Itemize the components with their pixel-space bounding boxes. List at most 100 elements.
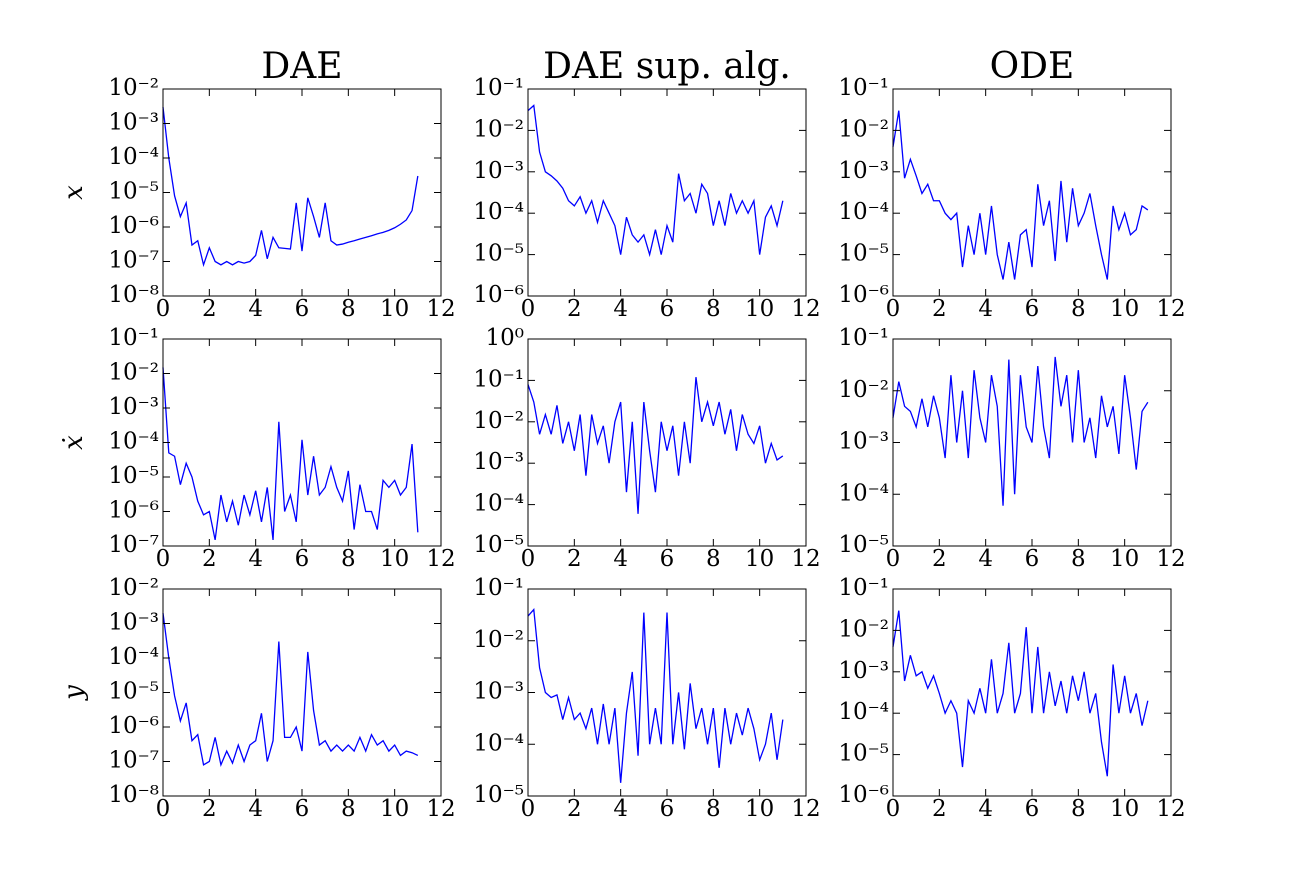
- x-tick-label: 8: [341, 796, 356, 822]
- y-tick-label: 10⁻²: [108, 575, 159, 601]
- y-tick-label: 10⁻³: [108, 610, 159, 636]
- x-tick-label: 8: [706, 796, 721, 822]
- y-tick-label: 10⁻⁶: [473, 282, 524, 308]
- y-tick-label: 10⁻⁴: [838, 480, 889, 506]
- y-tick-label: 10⁻¹: [838, 75, 889, 101]
- x-tick-label: 0: [886, 546, 901, 572]
- y-tick-label: 10⁻²: [473, 627, 524, 653]
- y-tick-label: 10⁻⁴: [108, 144, 159, 170]
- x-tick-label: 2: [567, 546, 582, 572]
- y-tick-label: 10⁻⁴: [473, 730, 524, 756]
- data-line: [162, 106, 419, 268]
- data-line: [527, 104, 784, 258]
- data-line: [892, 610, 1149, 777]
- subplot-title: ODE: [990, 46, 1075, 87]
- data-line: [162, 613, 419, 768]
- x-tick-label: 10: [745, 546, 774, 572]
- x-tick-label: 2: [202, 296, 217, 322]
- x-tick-label: 0: [156, 546, 171, 572]
- y-tick-label: 10⁻⁷: [108, 748, 159, 774]
- x-tick-label: 8: [706, 546, 721, 572]
- y-axis-label: x: [59, 185, 89, 200]
- y-tick-label: 10⁻⁶: [108, 213, 159, 239]
- x-tick-label: 4: [613, 796, 628, 822]
- x-tick-label: 4: [978, 796, 993, 822]
- y-tick-label: 10⁻³: [838, 658, 889, 684]
- x-tick-label: 10: [1110, 296, 1139, 322]
- x-tick-label: 2: [202, 546, 217, 572]
- y-tick-label: 10⁻⁵: [108, 179, 159, 205]
- x-tick-label: 12: [426, 796, 455, 822]
- x-tick-label: 8: [1071, 296, 1086, 322]
- x-tick-label: 8: [1071, 546, 1086, 572]
- x-tick-label: 6: [1025, 296, 1040, 322]
- plot-area: [528, 339, 806, 546]
- x-tick-label: 2: [932, 546, 947, 572]
- x-tick-label: 2: [932, 796, 947, 822]
- y-tick-label: 10⁻⁴: [108, 644, 159, 670]
- x-tick-label: 6: [1025, 546, 1040, 572]
- x-tick-label: 10: [745, 296, 774, 322]
- y-tick-label: 10⁻⁴: [108, 429, 159, 455]
- x-tick-label: 8: [706, 296, 721, 322]
- data-line: [892, 110, 1149, 280]
- x-tick-label: 2: [567, 796, 582, 822]
- y-tick-label: 10⁻⁷: [108, 248, 159, 274]
- x-tick-label: 0: [156, 796, 171, 822]
- subplot-title: DAE: [261, 46, 342, 87]
- y-tick-label: 10⁻⁸: [108, 282, 159, 308]
- y-tick-label: 10⁻⁵: [473, 532, 524, 558]
- y-tick-label: 10⁻¹: [838, 575, 889, 601]
- x-tick-label: 4: [613, 296, 628, 322]
- y-axis-label: y: [59, 685, 89, 701]
- x-tick-label: 6: [295, 796, 310, 822]
- y-tick-label: 10⁰: [486, 325, 525, 351]
- y-tick-label: 10⁻²: [838, 616, 889, 642]
- x-tick-label: 10: [1110, 546, 1139, 572]
- y-tick-label: 10⁻³: [473, 679, 524, 705]
- x-tick-label: 4: [978, 296, 993, 322]
- y-tick-label: 10⁻⁵: [838, 532, 889, 558]
- y-tick-label: 10⁻³: [108, 110, 159, 136]
- y-tick-label: 10⁻⁵: [108, 679, 159, 705]
- y-axis-label: ẋ: [59, 435, 89, 450]
- plot-area: [163, 89, 441, 296]
- x-tick-label: 0: [886, 796, 901, 822]
- y-tick-label: 10⁻³: [473, 158, 524, 184]
- x-tick-label: 12: [1156, 796, 1185, 822]
- y-tick-label: 10⁻⁶: [108, 713, 159, 739]
- x-tick-label: 4: [248, 546, 263, 572]
- x-tick-label: 12: [791, 796, 820, 822]
- y-tick-label: 10⁻²: [838, 377, 889, 403]
- x-tick-label: 12: [426, 546, 455, 572]
- y-tick-label: 10⁻⁴: [838, 199, 889, 225]
- y-tick-label: 10⁻⁴: [473, 491, 524, 517]
- data-line: [892, 356, 1149, 506]
- plot-area: [528, 89, 806, 296]
- data-line: [162, 367, 419, 541]
- x-tick-label: 12: [426, 296, 455, 322]
- y-tick-label: 10⁻²: [108, 360, 159, 386]
- y-tick-label: 10⁻⁵: [838, 741, 889, 767]
- x-tick-label: 0: [521, 546, 536, 572]
- y-tick-label: 10⁻²: [108, 75, 159, 101]
- y-tick-label: 10⁻¹: [838, 325, 889, 351]
- y-tick-label: 10⁻³: [108, 394, 159, 420]
- y-tick-label: 10⁻¹: [473, 75, 524, 101]
- x-tick-label: 12: [1156, 296, 1185, 322]
- x-tick-label: 4: [613, 546, 628, 572]
- y-tick-label: 10⁻²: [838, 116, 889, 142]
- y-tick-label: 10⁻²: [473, 116, 524, 142]
- y-tick-label: 10⁻⁸: [108, 782, 159, 808]
- x-tick-label: 2: [202, 796, 217, 822]
- x-tick-label: 4: [978, 546, 993, 572]
- x-tick-label: 12: [1156, 546, 1185, 572]
- x-tick-label: 6: [660, 796, 675, 822]
- x-tick-label: 12: [791, 546, 820, 572]
- y-tick-label: 10⁻⁵: [473, 782, 524, 808]
- x-tick-label: 4: [248, 796, 263, 822]
- y-tick-label: 10⁻⁷: [108, 532, 159, 558]
- x-tick-label: 10: [1110, 796, 1139, 822]
- y-tick-label: 10⁻⁶: [838, 782, 889, 808]
- y-tick-label: 10⁻⁴: [473, 199, 524, 225]
